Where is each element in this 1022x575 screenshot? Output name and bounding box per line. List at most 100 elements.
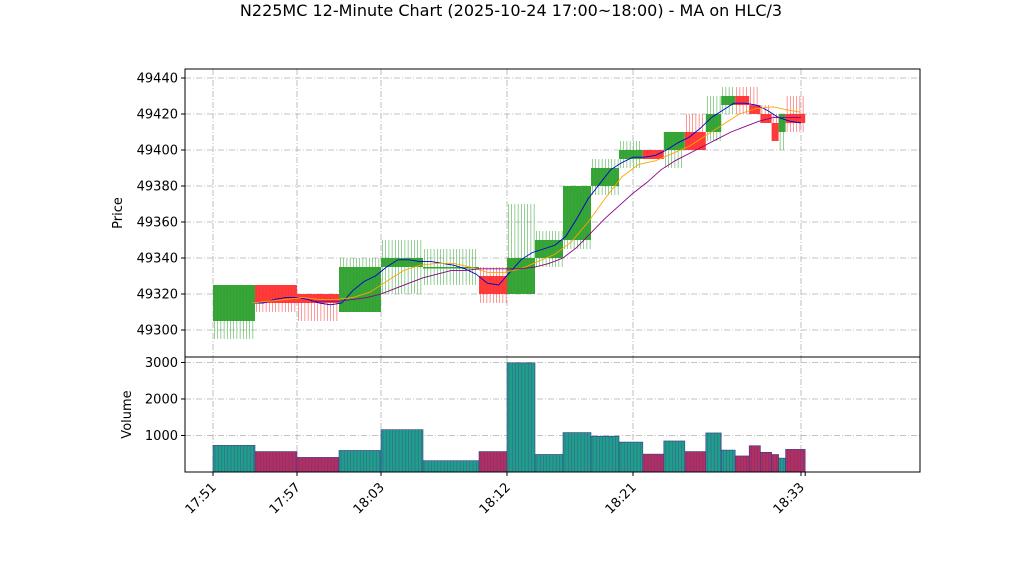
price-tick-label: 49400 bbox=[137, 144, 178, 159]
volume-bar-body bbox=[748, 445, 761, 473]
volume-bar bbox=[212, 445, 256, 473]
candle-body bbox=[705, 114, 722, 132]
time-tick-label: 18:12 bbox=[477, 480, 514, 517]
candle-body bbox=[778, 114, 786, 132]
time-tick-label: 17:57 bbox=[267, 480, 304, 517]
time-tick-label: 17:51 bbox=[183, 480, 220, 517]
candle-body bbox=[535, 240, 563, 258]
volume-bar bbox=[506, 362, 536, 473]
volume-bar bbox=[663, 440, 686, 473]
volume-y-axis: 1000 2000 3000 bbox=[145, 356, 185, 444]
volume-bar-body bbox=[771, 454, 779, 473]
candle-body bbox=[479, 276, 507, 294]
candle bbox=[255, 285, 297, 312]
candle-body bbox=[507, 258, 535, 294]
candle bbox=[642, 150, 664, 159]
candle bbox=[778, 114, 786, 150]
candle-body bbox=[735, 96, 750, 105]
volume-bar-body bbox=[785, 449, 806, 473]
candle-body bbox=[255, 285, 297, 303]
volume-bar bbox=[478, 451, 508, 473]
candle bbox=[381, 240, 423, 294]
price-tick-label: 49360 bbox=[137, 216, 178, 231]
volume-bar bbox=[720, 449, 736, 473]
candle bbox=[535, 231, 563, 267]
volume-tick-label: 1000 bbox=[145, 429, 178, 444]
candle bbox=[423, 249, 479, 285]
candle bbox=[721, 87, 736, 114]
volume-bar bbox=[642, 453, 665, 473]
volume-bar-body bbox=[760, 451, 772, 473]
time-tick-label: 18:21 bbox=[603, 480, 640, 517]
volume-bar-body bbox=[478, 451, 508, 473]
volume-bar bbox=[734, 455, 750, 473]
volume-bar bbox=[760, 451, 772, 473]
volume-bar bbox=[748, 445, 761, 473]
candle-body bbox=[297, 294, 339, 303]
moving-average-line bbox=[252, 106, 802, 304]
volume-bars bbox=[212, 362, 806, 473]
volume-tick-label: 2000 bbox=[145, 392, 178, 407]
price-panel: 49300 49320 49340 49360 49380 49400 49420 49440… bbox=[111, 68, 921, 358]
candle bbox=[619, 141, 643, 168]
price-tick-label: 49320 bbox=[137, 288, 178, 303]
price-tick-label: 49300 bbox=[137, 324, 178, 339]
candle-body bbox=[642, 150, 664, 159]
price-axis-label: Price bbox=[111, 197, 126, 229]
candles bbox=[213, 87, 806, 339]
volume-bar bbox=[422, 460, 480, 473]
volume-bar bbox=[778, 457, 786, 473]
volume-panel-frame bbox=[184, 356, 921, 473]
price-tick-label: 49380 bbox=[137, 180, 178, 195]
volume-bar bbox=[380, 429, 424, 473]
volume-bar bbox=[338, 450, 382, 473]
volume-bar bbox=[705, 432, 722, 473]
candle-body bbox=[213, 285, 255, 321]
volume-bar bbox=[771, 454, 779, 473]
price-panel-frame bbox=[184, 68, 921, 358]
volume-bar bbox=[618, 441, 644, 473]
moving-average-line bbox=[311, 117, 801, 302]
volume-bar bbox=[534, 454, 564, 473]
time-tick-label: 18:33 bbox=[771, 480, 808, 517]
candle-body bbox=[760, 114, 772, 123]
candle-body bbox=[785, 114, 806, 123]
volume-bar-body bbox=[562, 432, 592, 473]
volume-bar bbox=[254, 451, 298, 473]
candle bbox=[735, 87, 750, 114]
volume-bar-body bbox=[778, 457, 786, 473]
candle bbox=[213, 285, 255, 339]
candle bbox=[771, 114, 779, 141]
volume-bar-body bbox=[618, 441, 644, 473]
volume-bar-body bbox=[705, 432, 722, 473]
candle-body bbox=[563, 186, 591, 240]
volume-panel: 1000 2000 3000 Volume bbox=[120, 356, 921, 473]
moving-average-lines bbox=[252, 102, 802, 306]
volume-bar bbox=[296, 457, 340, 473]
volume-bar bbox=[684, 451, 707, 473]
volume-bar-body bbox=[590, 435, 620, 473]
candle bbox=[507, 204, 535, 294]
candle-body bbox=[423, 267, 479, 269]
chart-title: N225MC 12-Minute Chart (2025-10-24 17:00… bbox=[240, 1, 782, 20]
volume-axis-label: Volume bbox=[120, 390, 135, 438]
time-axis: 17:51 17:57 18:03 18:12 18:21 18:33 bbox=[183, 472, 808, 517]
candle-body bbox=[721, 96, 736, 105]
price-tick-label: 49340 bbox=[137, 252, 178, 267]
candle-body bbox=[663, 132, 685, 150]
volume-bar-body bbox=[534, 454, 564, 473]
volume-bar bbox=[590, 435, 620, 473]
volume-bar bbox=[785, 449, 806, 473]
price-tick-label: 49420 bbox=[137, 108, 178, 123]
price-y-axis: 49300 49320 49340 49360 49380 49400 49420 49440 bbox=[137, 72, 185, 339]
candle-body bbox=[771, 123, 779, 141]
time-tick-label: 18:03 bbox=[351, 480, 388, 517]
candle bbox=[785, 96, 806, 132]
price-tick-label: 49440 bbox=[137, 72, 178, 87]
candle bbox=[705, 96, 722, 141]
candle-body bbox=[619, 150, 643, 159]
price-gridlines bbox=[185, 69, 920, 357]
volume-bar bbox=[562, 432, 592, 473]
volume-bar-body bbox=[506, 362, 536, 473]
